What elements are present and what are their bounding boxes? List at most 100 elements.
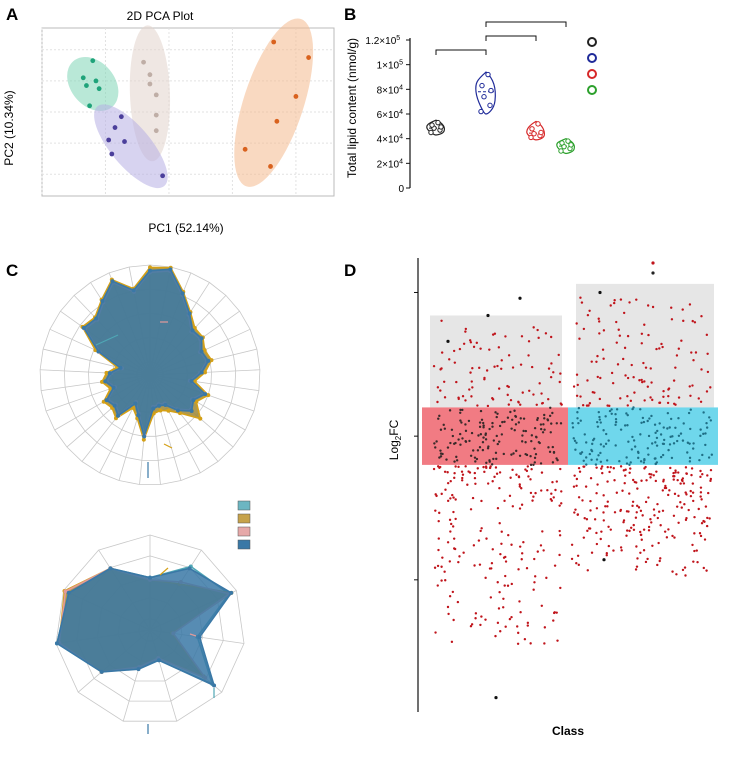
volcano-point-nonsig [438, 456, 441, 459]
volcano-point-up [497, 346, 501, 349]
volcano-point-nonsig [591, 442, 594, 446]
volcano-point-nonsig [530, 439, 533, 443]
volcano-point-nonsig [670, 456, 674, 460]
class-background-band [576, 283, 714, 408]
radar-series-point [158, 408, 163, 413]
volcano-point-down [606, 500, 609, 503]
pca-point [90, 58, 96, 64]
volcano-point-nonsig [597, 410, 600, 414]
volcano-point-down [601, 471, 604, 475]
volcano-point-down [649, 518, 652, 521]
radar-series-point [209, 358, 214, 363]
volcano-point-nonsig [702, 432, 705, 436]
volcano-point-down [646, 557, 649, 561]
volcano-point-up [485, 369, 489, 372]
volcano-point-nonsig [502, 452, 505, 456]
volcano-point-nonsig [478, 421, 482, 424]
volcano-point-down [645, 479, 648, 482]
volcano-point-nonsig [618, 460, 621, 463]
radar-series-point [110, 279, 115, 284]
volcano-point-down [526, 624, 529, 627]
volcano-point-down [586, 569, 589, 572]
volcano-point-down [698, 532, 702, 535]
volcano-point-up [641, 380, 644, 384]
volcano-point-down [474, 482, 477, 485]
radar-series-point [148, 575, 152, 580]
annotated-point [486, 313, 490, 318]
volcano-point-down [534, 575, 537, 578]
volcano-point-down [453, 476, 456, 480]
volcano-point-up [532, 326, 535, 329]
volcano-point-nonsig [469, 454, 473, 457]
volcano-point-down [530, 467, 533, 471]
volcano-point-down [636, 557, 639, 560]
volcano-point-down [602, 494, 605, 497]
volcano-point-down [655, 470, 658, 473]
volcano-point-nonsig [627, 440, 630, 443]
volcano-point-down [651, 544, 654, 547]
radar-series-point [142, 434, 147, 439]
volcano-point-nonsig [476, 449, 480, 452]
class-color-band [568, 407, 718, 465]
volcano-point-up [471, 367, 474, 370]
volcano-point-down [437, 537, 440, 540]
volcano-y-axis-label: Log2FC [387, 419, 403, 460]
volcano-point-down [555, 480, 559, 483]
radar-series-point [203, 392, 208, 397]
volcano-point-down [554, 488, 557, 492]
volcano-point-down [699, 475, 702, 479]
radar-series-point [157, 403, 162, 408]
volcano-point-nonsig [482, 436, 485, 439]
volcano-point-up [493, 365, 496, 368]
volcano-point-nonsig [661, 453, 665, 457]
volcano-point-down [454, 517, 457, 521]
radar-series-point [151, 406, 156, 411]
volcano-point-down [551, 481, 554, 484]
volcano-point-down [446, 605, 450, 609]
volcano-point-down [533, 557, 536, 561]
volcano-point-nonsig [541, 431, 545, 434]
radar-series-point [131, 405, 136, 410]
volcano-point-down [438, 511, 441, 515]
volcano-point-nonsig [549, 406, 552, 409]
lipid-data-point [438, 124, 444, 130]
volcano-point-down [433, 566, 437, 569]
volcano-point-down [679, 482, 682, 485]
volcano-point-up [580, 301, 584, 304]
volcano-point-nonsig [639, 460, 643, 463]
volcano-point-up [552, 371, 555, 374]
volcano-point-nonsig [538, 441, 541, 445]
volcano-point-down [443, 570, 446, 573]
volcano-point-up [655, 347, 658, 351]
volcano-point-nonsig [482, 426, 485, 429]
volcano-point-nonsig [443, 427, 447, 430]
volcano-point-down [435, 494, 438, 498]
volcano-point-nonsig [509, 410, 512, 414]
volcano-point-up [596, 354, 599, 358]
volcano-point-down [602, 519, 605, 522]
volcano-point-up [677, 347, 681, 350]
volcano-point-down [702, 566, 706, 570]
volcano-point-down [517, 568, 520, 571]
volcano-point-down [644, 465, 647, 469]
panel-letter-c: C [6, 261, 18, 280]
radar-series-point [191, 398, 196, 403]
volcano-point-nonsig [677, 434, 681, 437]
volcano-point-down [507, 533, 510, 537]
volcano-point-nonsig [629, 461, 632, 464]
volcano-point-nonsig [449, 441, 452, 445]
volcano-point-nonsig [577, 421, 580, 425]
volcano-point-nonsig [491, 425, 494, 428]
volcano-point-down [640, 538, 643, 541]
volcano-point-down [500, 542, 503, 545]
volcano-point-down [479, 623, 482, 627]
radar-series-point [206, 393, 211, 398]
volcano-point-down [684, 466, 688, 469]
volcano-point-nonsig [503, 420, 506, 423]
volcano-point-nonsig [478, 445, 482, 449]
volcano-point-up [493, 332, 497, 335]
radar-grid-ring [63, 288, 237, 461]
volcano-point-down [471, 496, 475, 500]
volcano-point-up [649, 396, 652, 399]
volcano-point-nonsig [571, 422, 574, 425]
